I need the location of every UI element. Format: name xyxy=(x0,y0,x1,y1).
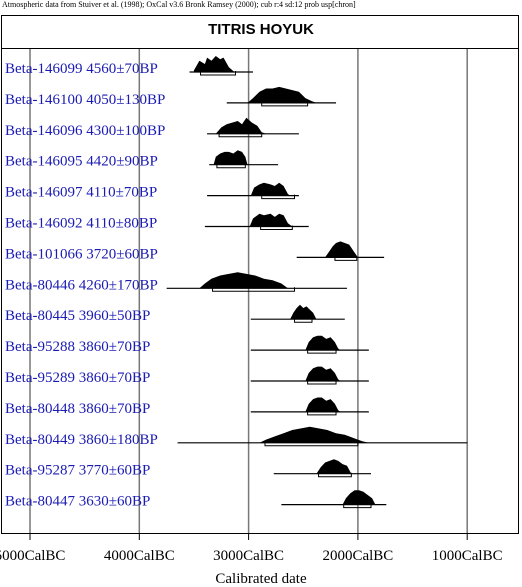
probability-distribution xyxy=(259,426,369,443)
x-tick-label: 5000CalBC xyxy=(0,548,65,564)
range-bracket xyxy=(307,349,337,354)
x-tick-label: 1000CalBC xyxy=(432,548,503,564)
sample-label: Beta-101066 3720±60BP xyxy=(5,246,158,262)
sample-row xyxy=(189,56,253,76)
range-bracket xyxy=(307,380,337,385)
probability-distribution xyxy=(316,459,352,474)
sample-row xyxy=(250,397,369,416)
x-tick-label: 4000CalBC xyxy=(104,548,175,564)
probability-distribution xyxy=(305,335,341,351)
sample-label: Beta-80447 3630±60BP xyxy=(5,494,150,510)
range-bracket xyxy=(200,71,236,76)
sample-row xyxy=(273,459,372,478)
range-bracket xyxy=(343,503,372,509)
probability-distribution xyxy=(290,304,317,320)
sample-row xyxy=(250,366,369,385)
probability-distribution xyxy=(325,241,358,258)
probability-distribution xyxy=(249,213,293,227)
sample-label: Beta-146092 4110±80BP xyxy=(5,216,157,232)
probability-distribution xyxy=(247,86,317,103)
x-tick-label: 2000CalBC xyxy=(322,548,393,564)
x-axis-label: Calibrated date xyxy=(215,571,307,587)
sample-label: Beta-80445 3960±50BP xyxy=(5,308,150,324)
sample-label: Beta-95287 3770±60BP xyxy=(5,463,150,479)
chart-title: TITRIS HOYUK xyxy=(208,21,314,38)
sample-row xyxy=(209,150,279,169)
probability-distribution xyxy=(193,56,235,72)
sample-row xyxy=(204,213,309,230)
sample-row xyxy=(166,272,347,292)
probability-distribution xyxy=(305,397,341,412)
sample-label: Beta-95289 3860±70BP xyxy=(5,370,150,386)
range-bracket xyxy=(307,410,337,416)
sample-row xyxy=(250,304,345,323)
sample-label: Beta-146100 4050±130BP xyxy=(5,92,165,108)
sample-row xyxy=(207,182,299,200)
range-bracket xyxy=(264,441,359,447)
x-tick-label: 3000CalBC xyxy=(213,548,284,564)
probability-distribution xyxy=(342,490,376,505)
probability-distribution xyxy=(199,272,288,289)
x-axis-ticks: 5000CalBC 4000CalBC 3000CalBC 2000CalBC 1000… xyxy=(0,548,503,564)
range-bracket xyxy=(318,472,352,478)
sample-row xyxy=(296,241,385,261)
sample-label: Beta-146099 4560±70BP xyxy=(5,61,158,77)
sample-row xyxy=(250,335,369,354)
header-note: Atmospheric data from Stuiver et al. (19… xyxy=(2,0,356,9)
range-bracket xyxy=(218,132,263,138)
sample-label: Beta-80449 3860±180BP xyxy=(5,432,158,448)
sample-label: Beta-146097 4110±70BP xyxy=(5,185,157,201)
probability-distribution xyxy=(250,182,291,196)
distributions xyxy=(166,56,468,509)
plot-frame xyxy=(1,15,519,534)
probability-distribution xyxy=(215,117,267,134)
range-bracket xyxy=(260,225,293,230)
range-bracket xyxy=(261,194,296,200)
range-bracket xyxy=(334,256,358,261)
sample-label: Beta-146095 4420±90BP xyxy=(5,154,158,170)
sample-label: Beta-95288 3860±70BP xyxy=(5,339,150,355)
range-bracket xyxy=(216,163,246,169)
sample-row xyxy=(207,117,299,138)
sample-row xyxy=(177,426,468,447)
sample-labels: Beta-146099 4560±70BP Beta-146100 4050±13… xyxy=(5,61,165,510)
range-bracket xyxy=(261,101,309,107)
sample-row xyxy=(281,490,387,509)
range-bracket xyxy=(294,318,313,323)
sample-label: Beta-80446 4260±170BP xyxy=(5,277,158,293)
probability-distribution xyxy=(213,150,248,165)
range-bracket xyxy=(212,287,296,292)
sample-label: Beta-146096 4300±100BP xyxy=(5,123,165,139)
sample-row xyxy=(226,86,337,107)
sample-label: Beta-80448 3860±70BP xyxy=(5,401,150,417)
probability-distribution xyxy=(305,366,341,381)
